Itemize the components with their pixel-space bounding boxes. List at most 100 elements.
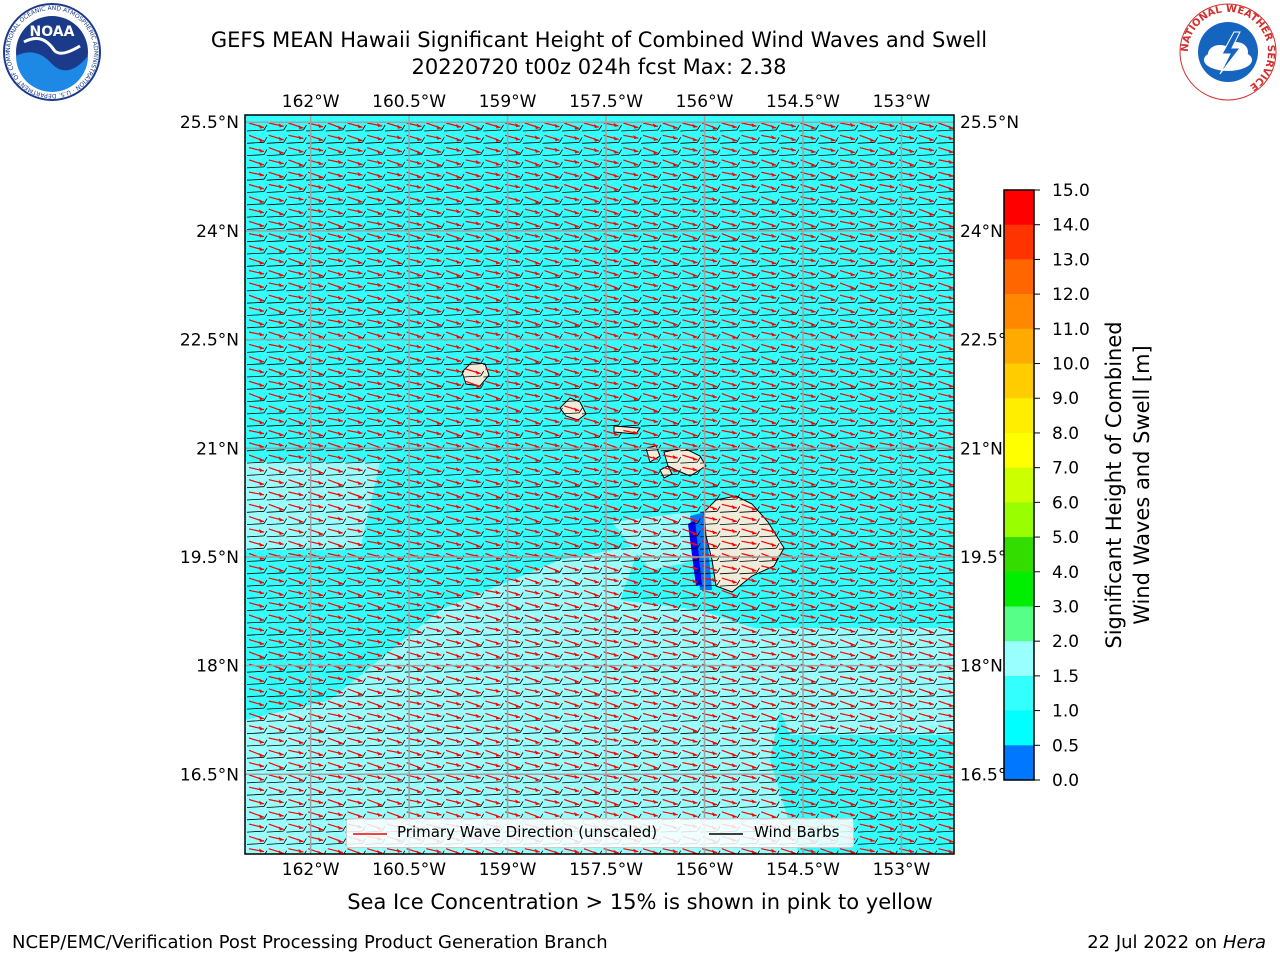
wind-barb	[857, 124, 879, 132]
colorbar-segment	[1004, 467, 1034, 503]
colorbar-segment	[1004, 190, 1034, 226]
map-legend: Primary Wave Direction (unscaled) Wind B…	[346, 818, 854, 848]
wave-direction-arrow	[445, 134, 462, 142]
wave-direction-arrow	[288, 134, 304, 140]
wind-barb	[759, 137, 780, 144]
island-kauai	[461, 361, 490, 387]
wave-direction-arrow	[859, 183, 875, 190]
wave-direction-arrow	[583, 159, 600, 166]
wave-direction-arrow	[879, 147, 895, 155]
colorbar-tick-label: 1.5	[1052, 667, 1079, 687]
wind-barb	[562, 149, 583, 156]
wind-barb	[680, 173, 701, 181]
wind-barb	[877, 137, 898, 144]
wave-direction-arrow	[662, 147, 678, 154]
wind-barb	[700, 137, 721, 144]
wind-barb	[306, 137, 327, 144]
wind-barb	[266, 124, 288, 132]
wind-barb	[542, 198, 563, 206]
wind-barb	[759, 161, 780, 169]
wave-direction-arrow	[564, 147, 580, 154]
wind-barb	[325, 173, 347, 181]
lat-tick-label: 21°N	[960, 439, 1003, 459]
wind-barb	[857, 198, 879, 206]
colorbar-tick-label: 15.0	[1052, 181, 1090, 201]
wind-barb	[818, 137, 839, 144]
wind-barb	[739, 149, 760, 156]
colorbar-tick-label: 7.0	[1052, 459, 1079, 479]
wave-direction-arrow	[938, 183, 954, 191]
colorbar-tick-label: 8.0	[1052, 424, 1079, 444]
wave-direction-arrow	[839, 147, 856, 154]
colorbar-tick-label: 5.0	[1052, 528, 1079, 548]
colorbar-tick-label: 6.0	[1052, 493, 1079, 513]
wave-direction-arrow	[248, 208, 265, 214]
wind-barb	[306, 124, 327, 132]
lon-tick-label: 162°W	[282, 860, 340, 880]
wind-barb	[778, 137, 800, 144]
wind-barb	[837, 198, 859, 206]
wave-direction-arrow	[426, 183, 442, 191]
wind-barb	[246, 124, 268, 132]
wind-barb	[897, 186, 918, 193]
wind-barb	[522, 137, 544, 144]
wind-barb	[443, 161, 465, 169]
wind-barb	[443, 173, 465, 181]
wind-barb	[897, 124, 918, 132]
wave-direction-arrow	[918, 159, 934, 166]
wind-barb	[542, 149, 563, 156]
wind-barb	[640, 186, 662, 193]
wave-direction-arrow	[248, 183, 265, 190]
wind-barb	[424, 173, 445, 181]
wave-direction-arrow	[268, 159, 284, 165]
wind-barb	[857, 161, 879, 169]
wind-barb	[542, 124, 563, 132]
wind-barb	[581, 137, 603, 144]
lat-tick-label: 16.5°N	[180, 765, 239, 785]
wind-barb	[916, 137, 938, 144]
wind-barb	[246, 137, 268, 144]
wind-barb	[897, 149, 918, 156]
wave-direction-arrow	[761, 183, 777, 191]
wave-direction-arrow	[721, 171, 737, 177]
wave-direction-arrow	[288, 122, 304, 130]
wave-direction-arrow	[386, 134, 403, 140]
wave-direction-arrow	[347, 196, 363, 203]
wind-barb	[581, 124, 603, 132]
wave-direction-arrow	[485, 171, 501, 177]
wind-barb	[739, 198, 760, 206]
wind-barb	[384, 137, 406, 144]
wave-direction-arrow	[288, 171, 304, 177]
wind-barb	[818, 161, 839, 169]
wind-barb	[601, 161, 622, 169]
wind-barb	[345, 198, 366, 206]
wind-barb	[719, 124, 741, 132]
wind-barb	[778, 161, 800, 169]
wave-direction-arrow	[426, 122, 442, 130]
island-maui	[663, 447, 707, 477]
wind-barb	[286, 137, 307, 144]
wind-barb	[700, 186, 721, 193]
wave-direction-arrow	[642, 159, 659, 165]
wind-barb	[916, 173, 938, 181]
wave-direction-arrow	[366, 183, 383, 192]
wind-barb	[483, 124, 504, 132]
wind-barb	[739, 186, 760, 193]
wave-direction-arrow	[760, 196, 777, 204]
colorbar-tick-label: 13.0	[1052, 250, 1090, 270]
wind-barb	[759, 198, 780, 206]
wave-direction-arrow	[721, 183, 737, 190]
wave-direction-arrow	[682, 147, 698, 152]
wind-barb	[897, 198, 918, 206]
wave-direction-arrow	[268, 183, 284, 189]
lon-tick-label: 153°W	[873, 92, 931, 112]
wave-direction-arrow	[367, 208, 383, 216]
wind-barb	[936, 165, 954, 169]
wave-direction-arrow	[642, 147, 659, 155]
wind-barb	[581, 198, 603, 206]
wind-barb	[660, 198, 682, 206]
wind-barb	[621, 186, 642, 193]
wave-direction-arrow	[721, 147, 737, 153]
wind-barb	[325, 198, 347, 206]
colorbar-tick-label: 1.0	[1052, 702, 1079, 722]
